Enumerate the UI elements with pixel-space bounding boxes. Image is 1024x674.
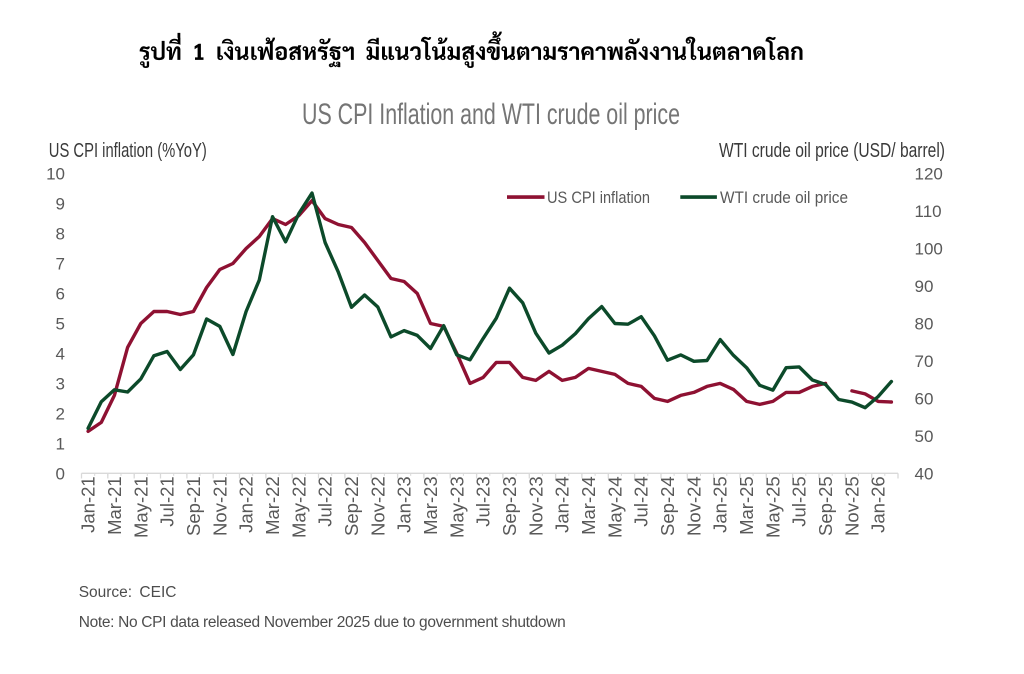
svg-text:Jul-21: Jul-21 bbox=[157, 476, 178, 526]
svg-text:Nov-22: Nov-22 bbox=[367, 476, 388, 536]
svg-text:110: 110 bbox=[915, 202, 942, 221]
svg-text:May-22: May-22 bbox=[288, 476, 309, 538]
svg-text:Jan-21: Jan-21 bbox=[78, 476, 99, 533]
svg-text:WTI crude oil price (USD/ barr: WTI crude oil price (USD/ barrel) bbox=[719, 140, 945, 162]
svg-text:40: 40 bbox=[915, 464, 934, 483]
svg-text:6: 6 bbox=[56, 285, 65, 304]
svg-text:Mar-23: Mar-23 bbox=[420, 476, 441, 535]
svg-text:May-21: May-21 bbox=[130, 476, 151, 538]
svg-text:Jul-22: Jul-22 bbox=[315, 476, 336, 526]
svg-text:100: 100 bbox=[915, 240, 943, 259]
svg-text:Jan-22: Jan-22 bbox=[236, 476, 257, 533]
svg-text:8: 8 bbox=[56, 225, 65, 244]
svg-text:50: 50 bbox=[915, 427, 934, 446]
svg-text:7: 7 bbox=[56, 255, 65, 274]
svg-text:Sep-22: Sep-22 bbox=[341, 476, 362, 536]
svg-text:Jan-26: Jan-26 bbox=[868, 476, 889, 533]
svg-text:Jan-24: Jan-24 bbox=[552, 476, 573, 533]
svg-text:10: 10 bbox=[46, 165, 65, 184]
svg-text:Nov-24: Nov-24 bbox=[683, 476, 704, 536]
svg-text:Sep-25: Sep-25 bbox=[815, 476, 836, 536]
svg-text:May-23: May-23 bbox=[446, 476, 467, 538]
svg-text:Sep-21: Sep-21 bbox=[183, 476, 204, 536]
svg-text:Nov-25: Nov-25 bbox=[841, 476, 862, 536]
svg-text:Sep-23: Sep-23 bbox=[499, 476, 520, 536]
svg-text:9: 9 bbox=[56, 195, 65, 214]
svg-text:Jan-25: Jan-25 bbox=[710, 476, 731, 533]
svg-text:2: 2 bbox=[56, 404, 65, 423]
svg-text:May-25: May-25 bbox=[762, 476, 783, 538]
svg-text:Jul-25: Jul-25 bbox=[789, 476, 810, 526]
svg-text:120: 120 bbox=[915, 165, 943, 184]
svg-text:70: 70 bbox=[915, 352, 934, 371]
svg-text:80: 80 bbox=[915, 315, 934, 334]
svg-text:Jul-24: Jul-24 bbox=[631, 476, 652, 526]
svg-text:Note: No CPI data released Nov: Note: No CPI data released November 2025… bbox=[79, 614, 566, 631]
svg-text:Mar-24: Mar-24 bbox=[578, 476, 599, 535]
svg-text:Nov-23: Nov-23 bbox=[525, 476, 546, 536]
svg-text:90: 90 bbox=[915, 277, 934, 296]
svg-text:Jan-23: Jan-23 bbox=[394, 476, 415, 533]
svg-text:US CPI inflation: US CPI inflation bbox=[547, 189, 650, 207]
svg-text:4: 4 bbox=[56, 344, 65, 363]
svg-text:Mar-22: Mar-22 bbox=[262, 476, 283, 535]
svg-text:WTI crude oil price: WTI crude oil price bbox=[720, 189, 848, 207]
svg-text:Source: CEIC: Source: CEIC bbox=[79, 584, 177, 601]
svg-text:US CPI Inflation and WTI crude: US CPI Inflation and WTI crude oil price bbox=[302, 98, 680, 131]
svg-text:60: 60 bbox=[915, 389, 934, 408]
svg-text:May-24: May-24 bbox=[604, 476, 625, 538]
svg-text:Jul-23: Jul-23 bbox=[473, 476, 494, 526]
svg-text:Mar-21: Mar-21 bbox=[104, 476, 125, 535]
svg-text:US CPI inflation (%YoY): US CPI inflation (%YoY) bbox=[49, 140, 207, 162]
svg-text:Sep-24: Sep-24 bbox=[657, 476, 678, 536]
svg-text:5: 5 bbox=[56, 315, 65, 334]
svg-text:1: 1 bbox=[56, 434, 65, 453]
svg-text:3: 3 bbox=[56, 374, 65, 393]
svg-text:0: 0 bbox=[56, 464, 65, 483]
svg-text:Nov-21: Nov-21 bbox=[209, 476, 230, 536]
svg-text:Mar-25: Mar-25 bbox=[736, 476, 757, 535]
